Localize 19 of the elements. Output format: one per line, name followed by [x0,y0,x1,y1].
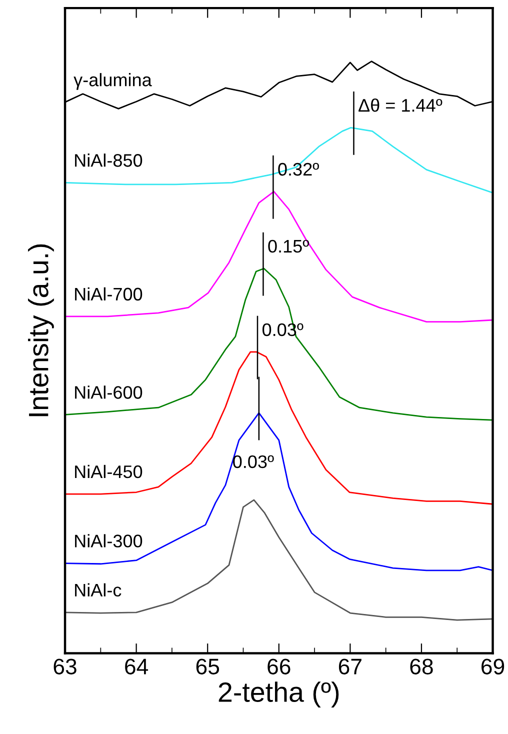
series-label: NiAl-850 [75,154,142,167]
x-tick-label: 68 [410,658,433,674]
x-tick-label: 64 [125,658,148,674]
annotation: 0.03º [233,455,274,468]
x-tick-label: 63 [54,658,76,674]
series-label: NiAl-300 [75,534,142,548]
series-label: NiAl-600 [75,386,142,399]
series-label: NiAl-450 [75,464,142,478]
x-axis-title: 2-tetha (º) [218,682,339,708]
series-label: NiAl-700 [75,287,142,301]
x-tick-label: 65 [196,658,220,674]
annotation: Δθ = 1.44º [358,98,442,112]
series-label: NiAl-c [75,583,122,597]
x-tick-label: 67 [338,658,362,674]
y-axis-title: Intensity (a.u.) [28,244,54,416]
annotation: 0.15º [268,240,309,253]
x-tick-label: 69 [482,658,504,674]
x-tick-label: 66 [268,658,290,674]
series-label: γ-alumina [74,73,152,90]
